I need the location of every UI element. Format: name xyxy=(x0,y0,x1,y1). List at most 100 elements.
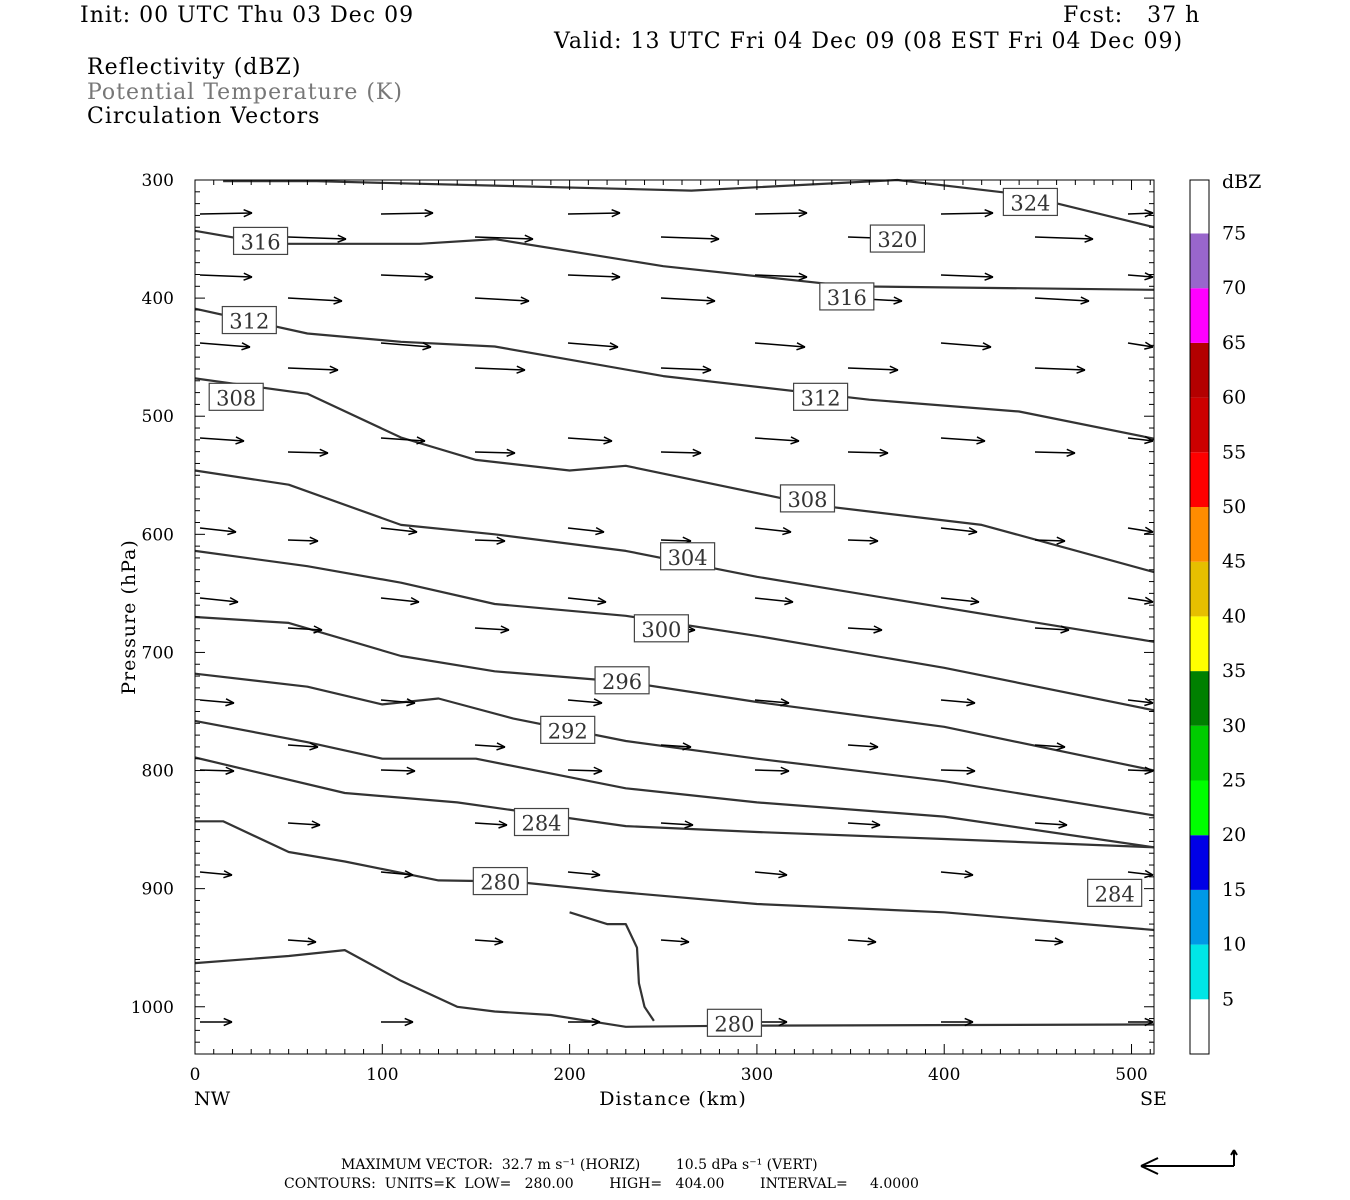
svg-text:292: 292 xyxy=(548,719,588,743)
circulation-vector xyxy=(1034,296,1090,305)
circulation-vector xyxy=(1034,937,1064,946)
circulation-vector xyxy=(660,937,690,946)
colorbar-label: 55 xyxy=(1222,441,1246,463)
circulation-vector xyxy=(940,766,976,775)
contour-label: 320 xyxy=(869,224,925,253)
colorbar-swatch xyxy=(1190,178,1209,234)
circulation-vector xyxy=(1034,365,1086,374)
contour-label: 312 xyxy=(221,305,277,335)
circulation-vector xyxy=(287,448,329,457)
circulation-vector xyxy=(474,234,534,243)
circulation-vector xyxy=(380,870,414,879)
circulation-vector xyxy=(1127,341,1154,350)
x-end-label-left: NW xyxy=(194,1088,231,1110)
x-tick-label: 100 xyxy=(366,1065,398,1085)
isentrope-312 xyxy=(194,377,1155,574)
isentrope-280 xyxy=(194,949,1155,1028)
y-tick-label: 700 xyxy=(142,643,174,663)
circulation-vector xyxy=(380,436,426,445)
circulation-vector xyxy=(940,436,986,445)
svg-text:324: 324 xyxy=(1010,191,1050,215)
circulation-vector xyxy=(287,625,323,634)
contour-label: 316 xyxy=(819,282,875,311)
circulation-vector xyxy=(940,698,976,707)
svg-text:304: 304 xyxy=(668,546,708,570)
circulation-vector xyxy=(1034,742,1066,751)
colorbar: 5 10 15 20 25 30 35 40 45 50 55 60 65 70 75 dBZ xyxy=(1189,171,1261,1055)
contour-info: CONTOURS: UNITS=K LOW= 280.00 HIGH= 404.… xyxy=(284,1176,919,1192)
colorbar-label: 25 xyxy=(1222,770,1246,792)
colorbar-label: 60 xyxy=(1222,387,1246,409)
circulation-vector xyxy=(660,742,692,751)
contour-label: 308 xyxy=(208,382,264,411)
colorbar-swatch xyxy=(1190,561,1209,617)
isentrope-288 xyxy=(194,756,1155,849)
init-time: Init: 00 UTC Thu 03 Dec 09 xyxy=(80,3,415,28)
circulation-vector xyxy=(287,296,343,305)
circulation-vector xyxy=(660,448,702,457)
circulation-vector xyxy=(567,436,613,445)
circulation-vector xyxy=(199,208,253,218)
svg-text:320: 320 xyxy=(877,228,917,252)
circulation-vector xyxy=(1034,625,1070,634)
circulation-vector xyxy=(660,296,716,305)
y-tick-label: 1000 xyxy=(131,998,174,1018)
svg-text:284: 284 xyxy=(521,812,561,836)
field-circulation-vectors: Circulation Vectors xyxy=(87,104,321,129)
contour-label: 324 xyxy=(1002,187,1058,217)
field-potential-temperature: Potential Temperature (K) xyxy=(87,80,403,105)
circulation-vector xyxy=(567,272,621,281)
contour-label: 296 xyxy=(594,666,650,695)
svg-text:308: 308 xyxy=(787,488,827,512)
circulation-vector xyxy=(847,742,879,751)
circulation-vector xyxy=(754,698,790,707)
colorbar-swatch xyxy=(1190,288,1209,343)
circulation-vector xyxy=(1034,536,1066,545)
y-tick-label: 600 xyxy=(142,525,174,545)
circulation-vector xyxy=(660,820,694,829)
isentrope-308 xyxy=(194,469,1155,643)
svg-text:296: 296 xyxy=(602,670,642,694)
circulation-vector xyxy=(567,342,619,351)
circulation-vector xyxy=(474,448,516,457)
isentrope-296 xyxy=(194,672,1155,817)
circulation-vector xyxy=(567,596,607,606)
circulation-vector xyxy=(1127,209,1154,218)
contour-label: 284 xyxy=(513,807,570,837)
circulation-vector xyxy=(474,536,506,545)
svg-text:280: 280 xyxy=(714,1012,754,1036)
circulation-vector xyxy=(1127,697,1154,707)
circulation-vector xyxy=(474,937,504,946)
circulation-vector xyxy=(568,1017,601,1027)
circulation-vector xyxy=(380,596,420,606)
contour-label: 312 xyxy=(792,382,849,411)
colorbar-label: 75 xyxy=(1222,223,1246,245)
contour-label: 280 xyxy=(706,1008,763,1037)
colorbar-label: 40 xyxy=(1222,605,1246,627)
circulation-vector xyxy=(567,766,603,775)
colorbar-swatch xyxy=(1190,671,1209,726)
colorbar-frame xyxy=(1189,179,1210,1055)
contour-label: 292 xyxy=(540,715,596,744)
circulation-vector xyxy=(1034,820,1068,829)
colorbar-swatch xyxy=(1190,233,1209,289)
circulation-vector xyxy=(567,870,601,879)
contour-labels: 324 320 316 316 312 312 308 308 304 300 296 292 284 2… xyxy=(208,187,1143,1037)
colorbar-label: 70 xyxy=(1222,277,1246,299)
contour-label: 316 xyxy=(232,226,289,256)
circulation-vector xyxy=(754,596,794,606)
colorbar-swatch xyxy=(1190,452,1209,507)
circulation-vector xyxy=(847,820,881,829)
y-tick-label: 800 xyxy=(142,762,174,782)
circulation-vector xyxy=(1034,448,1076,457)
contour-label: 300 xyxy=(633,614,689,643)
circulation-vector xyxy=(847,365,899,374)
circulation-vector xyxy=(847,536,879,545)
circulation-vector xyxy=(199,342,251,351)
valid-time: Valid: 13 UTC Fri 04 Dec 09 (08 EST Fri … xyxy=(554,29,1184,54)
circulation-vector xyxy=(1127,526,1154,535)
circulation-vector xyxy=(199,272,253,281)
colorbar-label: 15 xyxy=(1222,879,1246,901)
colorbar-label: 35 xyxy=(1222,660,1246,682)
colorbar-swatch xyxy=(1190,397,1209,453)
